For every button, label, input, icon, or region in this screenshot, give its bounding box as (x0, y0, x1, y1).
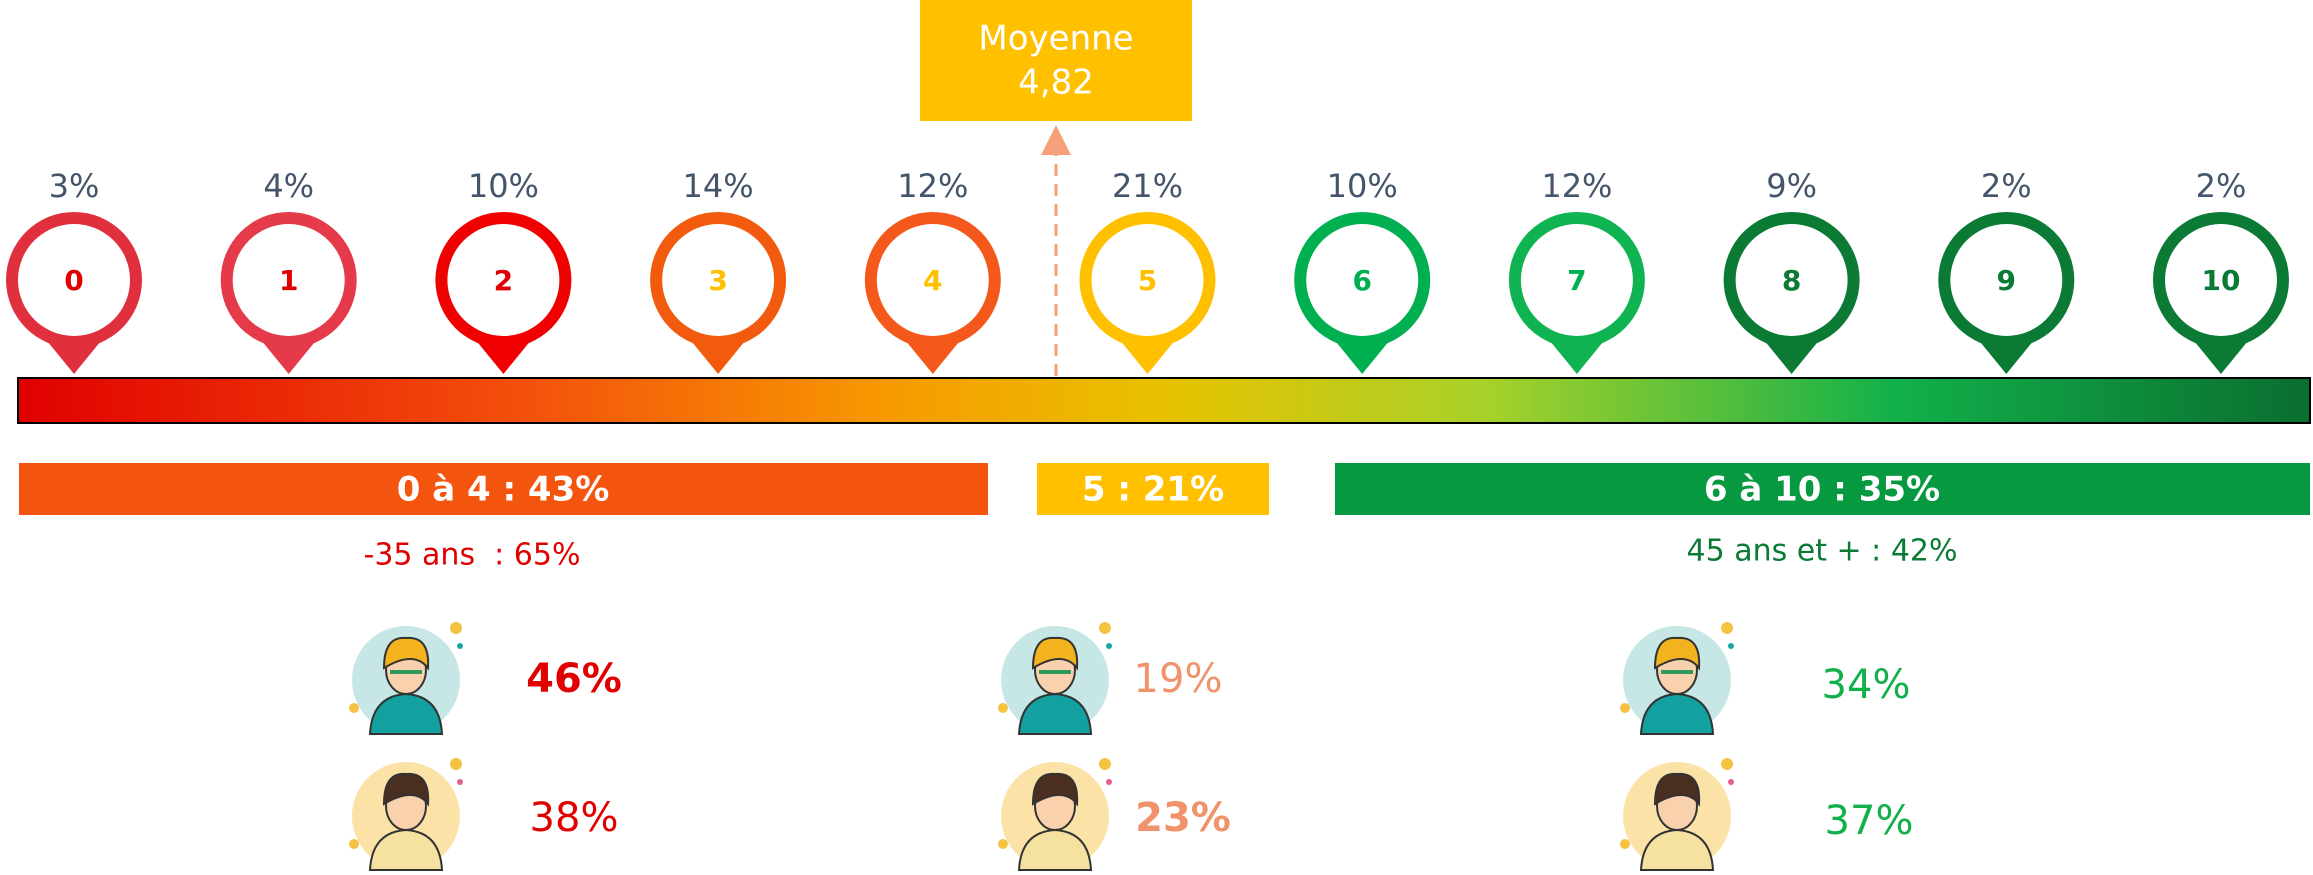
group-label: 6 à 10 : 35% (1704, 470, 1940, 510)
men-share: 37% (1825, 798, 1914, 844)
infographic: Moyenne 4,82 03%14%210%314%412%521%610%7… (0, 0, 2313, 875)
dot (1721, 622, 1733, 634)
score: 6 (1352, 264, 1371, 297)
dot (1099, 758, 1111, 770)
score-share: 12% (1541, 167, 1612, 205)
scale-bar (18, 378, 2310, 423)
score: 4 (923, 264, 942, 297)
score-share: 10% (468, 167, 539, 205)
score: 3 (708, 264, 727, 297)
dot (1099, 622, 1111, 634)
pin: 7 (1509, 212, 1645, 374)
pin: 8 (1724, 212, 1860, 374)
men-share: 38% (530, 795, 619, 841)
score: 7 (1567, 264, 1586, 297)
score-share: 12% (897, 167, 968, 205)
score-share: 14% (683, 167, 754, 205)
average-label: Moyenne (978, 19, 1133, 59)
pin: 4 (865, 212, 1001, 374)
man-avatar (1620, 758, 1734, 870)
group-detail: 45 ans et + : 42% (1686, 534, 1957, 569)
score-share: 3% (49, 167, 100, 205)
dot (349, 839, 359, 849)
woman-avatar (1620, 622, 1734, 734)
group-detail: -35 ans : 65% (364, 538, 581, 573)
dot (457, 779, 463, 785)
dot (1728, 643, 1734, 649)
score: 10 (2202, 264, 2241, 297)
pin: 0 (6, 212, 142, 374)
dot (349, 703, 359, 713)
pins: 03%14%210%314%412%521%610%712%89%92%102% (6, 167, 2289, 374)
score-share: 2% (1981, 167, 2032, 205)
women-share: 19% (1134, 656, 1223, 702)
pin: 3 (650, 212, 786, 374)
men-share: 23% (1135, 795, 1231, 841)
score-share: 21% (1112, 167, 1183, 205)
woman-avatar (349, 622, 463, 734)
score: 0 (64, 264, 83, 297)
score-share: 2% (2196, 167, 2247, 205)
dot (998, 703, 1008, 713)
pin: 5 (1080, 212, 1216, 374)
women-share: 34% (1822, 662, 1911, 708)
dot (457, 643, 463, 649)
man-avatar (998, 758, 1112, 870)
pin: 1 (221, 212, 357, 374)
pin: 2 (435, 212, 571, 374)
score: 1 (279, 264, 298, 297)
dot (1106, 779, 1112, 785)
dot (998, 839, 1008, 849)
woman-avatar (998, 622, 1112, 734)
score: 5 (1138, 264, 1157, 297)
dot (1721, 758, 1733, 770)
score-share: 10% (1327, 167, 1398, 205)
pin: 6 (1294, 212, 1430, 374)
dot (450, 758, 462, 770)
score-share: 4% (263, 167, 314, 205)
man-avatar (349, 758, 463, 870)
dot (1620, 703, 1630, 713)
score: 8 (1782, 264, 1801, 297)
dot (1728, 779, 1734, 785)
pin: 9 (1938, 212, 2074, 374)
dot (1106, 643, 1112, 649)
women-share: 46% (526, 656, 622, 702)
dot (450, 622, 462, 634)
group-label: 5 : 21% (1082, 470, 1224, 510)
pin: 10 (2153, 212, 2289, 374)
score: 9 (1997, 264, 2016, 297)
score: 2 (494, 264, 513, 297)
score-share: 9% (1766, 167, 1817, 205)
average-value: 4,82 (1018, 63, 1094, 103)
dot (1620, 839, 1630, 849)
group-label: 0 à 4 : 43% (397, 470, 610, 510)
